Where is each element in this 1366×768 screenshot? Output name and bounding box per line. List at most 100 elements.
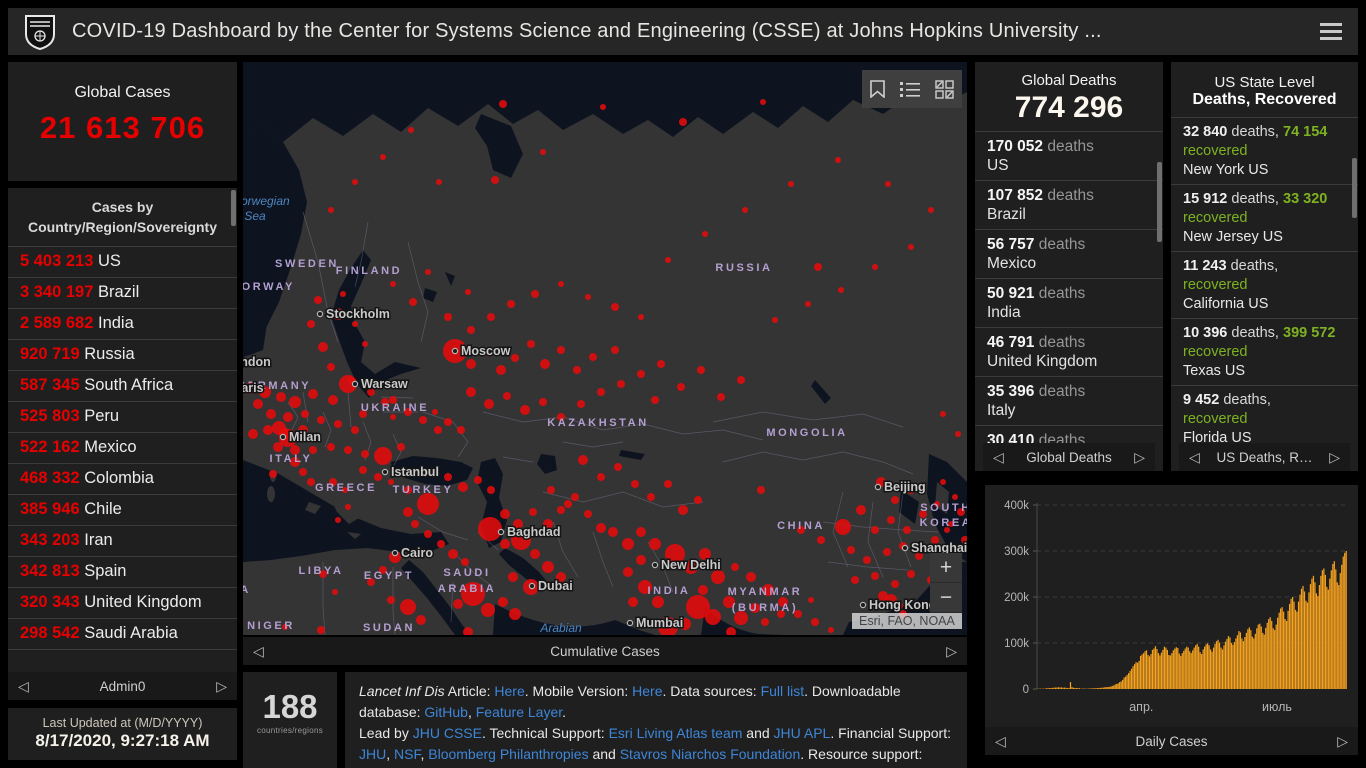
case-bubble[interactable] xyxy=(478,517,502,541)
case-bubble[interactable] xyxy=(279,429,297,447)
case-bubble[interactable] xyxy=(934,501,940,507)
case-bubble[interactable] xyxy=(835,157,841,163)
case-bubble[interactable] xyxy=(499,100,507,108)
case-bubble[interactable] xyxy=(508,572,518,582)
case-bubble[interactable] xyxy=(778,597,788,607)
case-bubble[interactable] xyxy=(746,572,756,582)
case-bubble[interactable] xyxy=(777,610,785,618)
country-case-row[interactable]: 587 345 South Africa xyxy=(8,371,237,402)
case-bubble[interactable] xyxy=(299,468,307,476)
case-bubble[interactable] xyxy=(511,530,531,550)
case-bubble[interactable] xyxy=(509,608,521,620)
pager-next-icon[interactable]: ▷ xyxy=(216,678,227,694)
case-bubble[interactable] xyxy=(757,486,765,494)
case-bubble[interactable] xyxy=(374,473,382,481)
case-bubble[interactable] xyxy=(944,527,950,533)
case-bubble[interactable] xyxy=(955,431,961,437)
case-bubble[interactable] xyxy=(589,353,597,361)
case-bubble[interactable] xyxy=(915,552,923,560)
case-bubble[interactable] xyxy=(461,582,485,606)
case-bubble[interactable] xyxy=(684,560,698,574)
case-bubble[interactable] xyxy=(814,263,822,271)
case-bubble[interactable] xyxy=(379,566,387,574)
case-bubble[interactable] xyxy=(332,308,344,320)
case-bubble[interactable] xyxy=(638,580,652,594)
case-bubble[interactable] xyxy=(573,366,581,374)
case-bubble[interactable] xyxy=(340,291,346,297)
legend-icon[interactable] xyxy=(899,81,920,98)
case-bubble[interactable] xyxy=(805,301,811,307)
case-bubble[interactable] xyxy=(513,519,523,529)
case-bubble[interactable] xyxy=(940,411,946,417)
case-bubble[interactable] xyxy=(957,508,965,516)
case-bubble[interactable] xyxy=(564,500,572,508)
case-bubble[interactable] xyxy=(374,447,392,465)
country-case-row[interactable]: 342 813 Spain xyxy=(8,557,237,588)
scrollbar-thumb[interactable] xyxy=(1352,158,1357,218)
case-bubble[interactable] xyxy=(289,396,301,408)
case-bubble[interactable] xyxy=(711,570,725,584)
case-bubble[interactable] xyxy=(444,313,452,321)
case-bubble[interactable] xyxy=(895,602,903,610)
case-bubble[interactable] xyxy=(808,597,814,603)
case-bubble[interactable] xyxy=(636,527,646,537)
footer-link[interactable]: Here xyxy=(494,683,525,699)
case-bubble[interactable] xyxy=(558,281,564,287)
case-bubble[interactable] xyxy=(444,418,452,426)
us-state-row[interactable]: 32 840 deaths, 74 154 recovered New York U… xyxy=(1171,117,1358,184)
zoom-in-button[interactable]: + xyxy=(930,553,962,583)
case-bubble[interactable] xyxy=(742,207,748,213)
case-bubble[interactable] xyxy=(345,504,351,510)
case-bubble[interactable] xyxy=(339,375,357,393)
case-bubble[interactable] xyxy=(952,494,958,500)
case-bubble[interactable] xyxy=(403,507,413,517)
case-bubble[interactable] xyxy=(585,294,591,300)
case-bubble[interactable] xyxy=(762,584,774,596)
case-bubble[interactable] xyxy=(397,443,405,451)
case-bubble[interactable] xyxy=(705,609,721,625)
case-bubble[interactable] xyxy=(496,365,506,375)
case-bubble[interactable] xyxy=(390,281,396,287)
case-bubble[interactable] xyxy=(726,627,736,635)
case-bubble[interactable] xyxy=(530,549,540,559)
case-bubble[interactable] xyxy=(314,296,322,304)
case-bubble[interactable] xyxy=(344,446,352,454)
case-bubble[interactable] xyxy=(578,455,588,465)
case-bubble[interactable] xyxy=(835,519,851,535)
case-bubble[interactable] xyxy=(283,412,293,422)
case-bubble[interactable] xyxy=(887,516,895,524)
case-bubble[interactable] xyxy=(417,493,439,515)
case-bubble[interactable] xyxy=(327,443,335,451)
death-row[interactable]: 35 396 deaths Italy xyxy=(975,376,1163,425)
case-bubble[interactable] xyxy=(760,99,766,105)
death-row[interactable]: 46 791 deaths United Kingdom xyxy=(975,327,1163,376)
case-bubble[interactable] xyxy=(611,303,619,311)
case-bubble[interactable] xyxy=(328,207,334,213)
case-bubble[interactable] xyxy=(503,392,511,400)
case-bubble[interactable] xyxy=(657,360,665,368)
case-bubble[interactable] xyxy=(263,425,273,435)
case-bubble[interactable] xyxy=(367,388,375,396)
case-bubble[interactable] xyxy=(584,510,592,518)
case-bubble[interactable] xyxy=(332,589,338,595)
case-bubble[interactable] xyxy=(891,580,899,588)
case-bubble[interactable] xyxy=(557,413,565,421)
case-bubble[interactable] xyxy=(961,536,967,544)
case-bubble[interactable] xyxy=(500,509,510,519)
pager-prev-icon[interactable]: ◁ xyxy=(995,733,1006,749)
case-bubble[interactable] xyxy=(698,585,708,595)
footer-link[interactable]: Bloomberg Philanthropies xyxy=(428,746,589,762)
case-bubble[interactable] xyxy=(317,416,325,424)
case-bubble[interactable] xyxy=(269,470,277,478)
case-bubble[interactable] xyxy=(507,300,515,308)
case-bubble[interactable] xyxy=(309,446,317,454)
case-bubble[interactable] xyxy=(483,348,491,356)
footer-link[interactable]: GitHub xyxy=(424,704,468,720)
case-bubble[interactable] xyxy=(577,400,585,408)
case-bubble[interactable] xyxy=(359,466,367,474)
country-case-row[interactable]: 5 403 213 US xyxy=(8,247,237,278)
case-bubble[interactable] xyxy=(432,409,438,415)
case-bubble[interactable] xyxy=(597,473,605,481)
case-bubble[interactable] xyxy=(871,526,879,534)
case-bubble[interactable] xyxy=(665,544,685,564)
